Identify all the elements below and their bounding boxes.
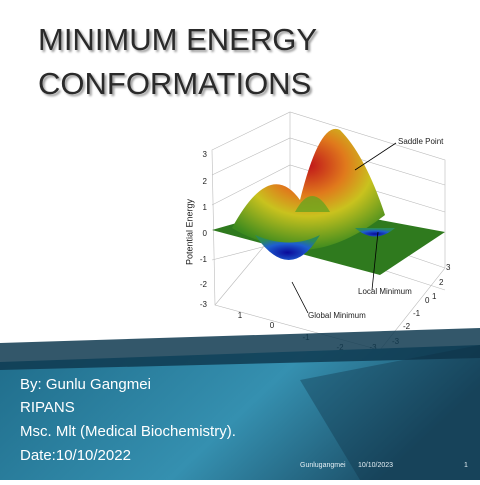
footer-band: [0, 345, 480, 480]
y-tick: -1: [413, 309, 421, 318]
x-tick: 0: [270, 321, 275, 330]
annotation-lines: [291, 142, 397, 314]
annotation: Global Minimum: [308, 311, 366, 320]
z-tick: 2: [203, 177, 208, 186]
footer-stripe: [0, 328, 480, 370]
z-tick: -1: [200, 255, 208, 264]
author: By: Gunlu Gangmei: [20, 376, 151, 393]
z-tick: 0: [203, 229, 208, 238]
z-tick: -3: [200, 300, 208, 309]
surface: [212, 128, 445, 275]
y-tick: 0: [425, 296, 430, 305]
y-tick: 3: [446, 263, 451, 272]
z-tick: -2: [200, 280, 208, 289]
author: Msc. Mlt (Medical Biochemistry).: [20, 423, 236, 440]
y-tick: -2: [403, 322, 411, 331]
author: Date:10/10/2022: [20, 447, 131, 464]
z-axis-label: Potential Energy: [184, 198, 194, 265]
y-tick: 1: [432, 292, 437, 301]
x-tick: 1: [238, 311, 243, 320]
annotation: Local Minimum: [358, 287, 412, 296]
title: CONFORMATIONS: [38, 66, 311, 101]
annotation: Saddle Point: [398, 137, 444, 146]
page-number: 1: [464, 462, 468, 469]
z-tick: 1: [203, 203, 208, 212]
footer-date: 10/10/2023: [358, 462, 393, 469]
author: RIPANS: [20, 399, 75, 416]
z-tick: 3: [203, 150, 208, 159]
y-tick: 2: [439, 278, 444, 287]
footer-name: Gunlugangmei: [300, 462, 346, 469]
footer-shade: [300, 345, 480, 480]
title: MINIMUM ENERGY: [38, 22, 317, 57]
